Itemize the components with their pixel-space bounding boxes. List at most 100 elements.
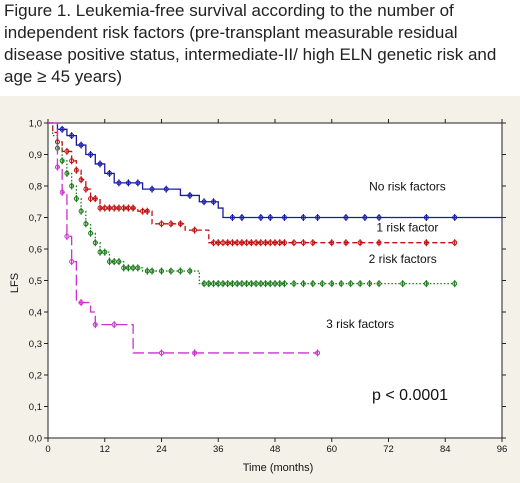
y-tick-label: 0,3 [29,339,42,350]
censor-point [319,281,325,287]
censor-point [362,215,368,220]
censor-point [329,240,335,246]
censor-point [144,208,150,214]
censor-point [300,240,306,246]
y-tick-label: 0,4 [29,308,42,319]
censor-point [376,215,382,220]
censor-point [59,126,65,132]
censor-point [244,281,250,287]
censor-point [348,281,354,287]
censor-point [106,259,112,265]
censor-point [92,196,98,202]
x-tick-label: 12 [99,444,110,455]
censor-point [215,281,221,287]
y-tick-label: 0,6 [29,245,42,256]
censor-point [281,281,287,287]
censor-point [376,240,382,246]
y-axis-label: LFS [9,273,21,293]
censor-point [88,152,94,157]
censor-point [177,221,183,227]
censor-point [130,205,136,211]
censor-point [452,281,458,287]
censor-point [206,281,212,287]
censor-point [452,240,458,246]
censor-point [452,215,458,220]
censor-point [69,259,75,265]
censor-point [215,240,221,246]
censor-point [168,268,174,274]
y-tick-label: 0,2 [29,371,42,382]
censor-point [135,265,141,271]
censor-point [192,227,198,233]
x-axis-label: Time (months) [243,462,314,474]
x-tick-label: 24 [156,444,167,455]
censor-point [277,281,283,287]
censor-point [130,265,136,271]
censor-point [225,281,231,287]
censor-point [258,281,264,287]
censor-point [116,259,122,265]
censor-point [277,240,283,246]
y-tick-label: 0,1 [29,402,42,413]
censor-point [329,281,335,287]
censor-point [229,240,235,246]
censor-point [310,281,316,287]
censor-point [267,240,273,246]
censor-point [248,240,254,246]
censor-point [111,205,117,211]
censor-point [192,350,198,356]
censor-point [59,158,65,164]
censor-point [357,240,363,246]
censor-point [97,161,103,167]
censor-point [423,215,429,220]
x-tick-label: 48 [270,444,281,455]
censor-point [211,240,217,246]
censor-point [201,281,207,287]
censor-point [248,281,254,287]
x-tick-label: 0 [45,444,50,455]
censor-point [253,281,259,287]
censor-point [239,215,245,220]
censor-point [258,215,264,220]
censor-point [83,186,89,192]
censor-point [106,170,112,176]
censor-point [357,281,363,287]
censor-point [140,208,146,214]
censor-point [220,281,226,287]
censor-point [272,281,278,287]
censor-point [211,199,217,205]
series-label: 3 risk factors [326,317,394,331]
censor-point [258,240,264,246]
y-tick-label: 1,0 [29,119,42,130]
censor-point [125,180,131,186]
censor-point [64,233,70,239]
censor-point [263,281,269,287]
censor-point [400,281,406,287]
censor-point [69,133,75,139]
censor-point [88,230,94,236]
series-label: 1 risk factor [376,221,438,235]
x-tick-label: 96 [497,444,508,455]
censor-point [315,215,321,220]
censor-point [272,240,278,246]
censor-point [116,205,122,211]
censor-point [281,215,287,220]
censor-point [92,240,98,246]
censor-point [239,281,245,287]
censor-point [338,281,344,287]
censor-point [229,281,235,287]
censor-point [234,281,240,287]
x-tick-label: 72 [383,444,394,455]
censor-point [78,142,84,148]
censor-point [97,249,103,255]
censor-point [253,240,259,246]
censor-point [121,265,127,271]
censor-point [64,170,70,176]
censor-point [300,215,306,220]
censor-point [267,215,273,220]
censor-point [177,268,183,274]
censor-point [159,221,164,227]
censor-point [376,281,382,287]
censor-point [163,186,169,192]
